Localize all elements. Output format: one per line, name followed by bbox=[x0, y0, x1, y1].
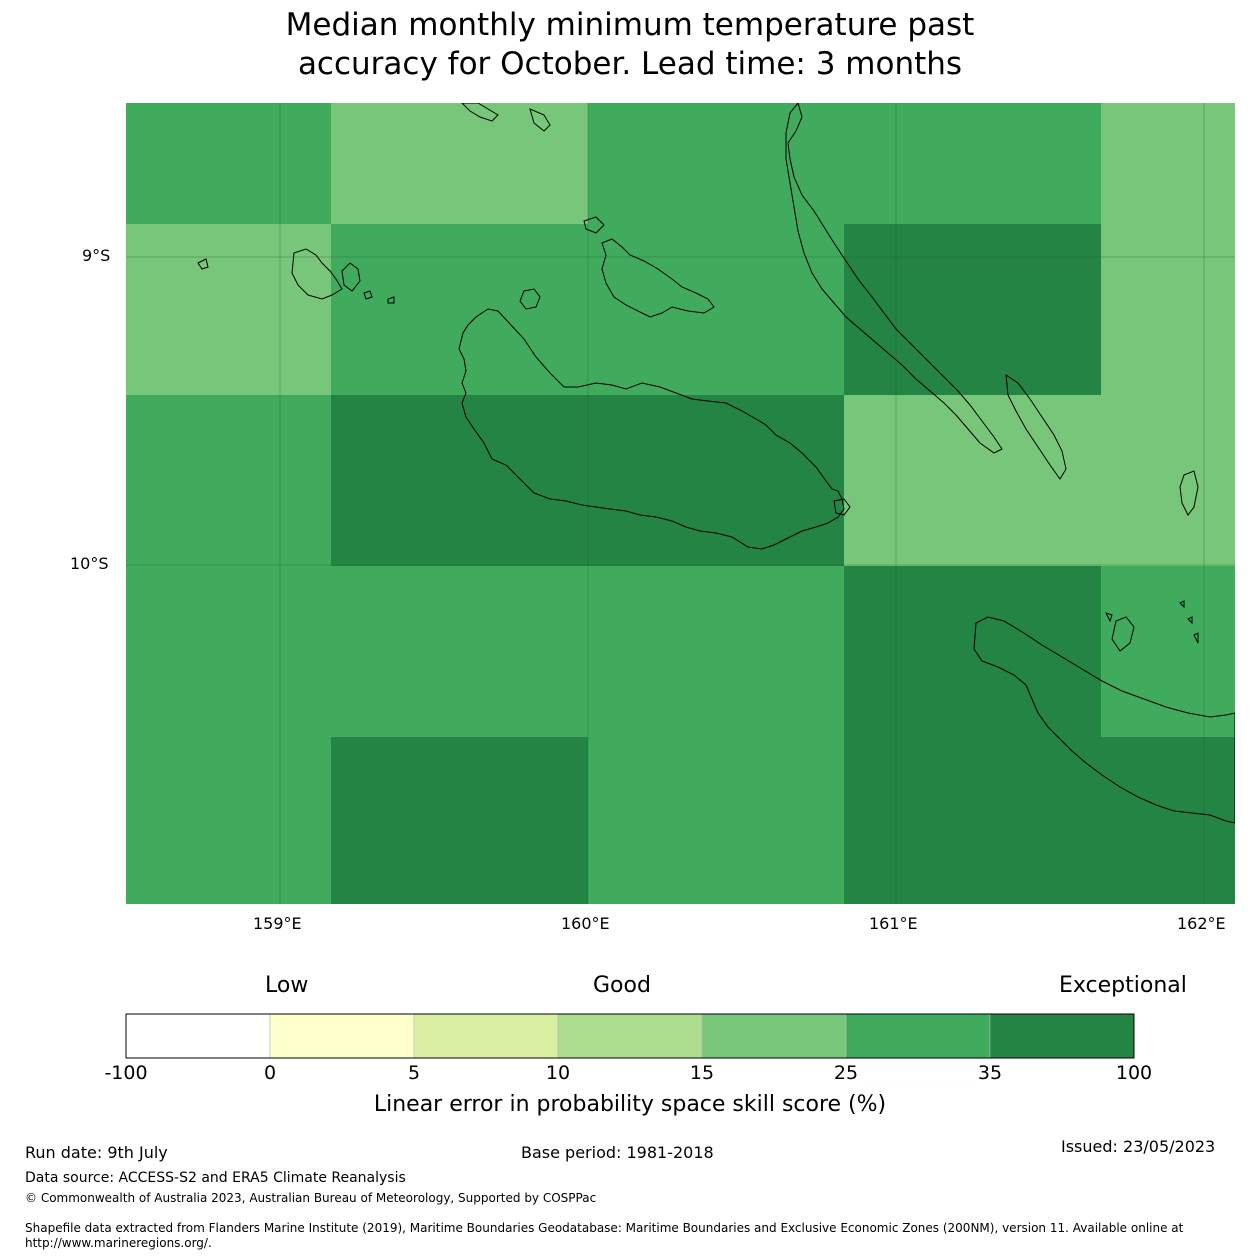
lon-label-161e: 161°E bbox=[869, 914, 918, 933]
coastline-russell-3 bbox=[197, 258, 209, 270]
coastline-islet bbox=[833, 498, 851, 516]
colorbar-swatch bbox=[989, 1013, 1135, 1059]
colorbar bbox=[125, 1013, 1135, 1059]
map-cell bbox=[1101, 103, 1235, 224]
coastline-ulawa bbox=[1179, 470, 1199, 516]
map-cell bbox=[1101, 566, 1235, 737]
map-cell bbox=[844, 566, 1101, 737]
colorbar-tick: 35 bbox=[977, 1062, 1003, 1084]
colorbar-tick: 5 bbox=[407, 1062, 421, 1084]
coastline-nggela-west bbox=[583, 216, 605, 234]
coastline-russell bbox=[291, 248, 343, 300]
colorbar-swatch bbox=[413, 1013, 559, 1059]
base-period: Base period: 1981-2018 bbox=[521, 1143, 714, 1162]
shapefile-credit-line-1: Shapefile data extracted from Flanders M… bbox=[25, 1221, 1184, 1235]
colorbar-title: Linear error in probability space skill … bbox=[373, 1092, 887, 1117]
colorbar-label-exceptional: Exceptional bbox=[1059, 973, 1187, 998]
colorbar-label-low: Low bbox=[265, 973, 309, 998]
coastline-islet-5 bbox=[1193, 632, 1199, 644]
coastline-islet-2 bbox=[1105, 612, 1113, 623]
lat-label-10s: 10°S bbox=[70, 554, 109, 573]
colorbar-tick: 15 bbox=[689, 1062, 715, 1084]
map-cell bbox=[331, 737, 588, 904]
map-cell bbox=[126, 224, 331, 395]
map-svg bbox=[126, 103, 1235, 904]
map-gridlines bbox=[126, 103, 1235, 904]
colorbar-label-good: Good bbox=[593, 973, 651, 998]
coastlines bbox=[197, 103, 1235, 824]
coastline-russell-5 bbox=[387, 296, 395, 304]
data-source: Data source: ACCESS-S2 and ERA5 Climate … bbox=[25, 1170, 406, 1186]
colorbar-frame bbox=[125, 1013, 1135, 1059]
colorbar-swatch bbox=[125, 1013, 271, 1059]
coastline-russell-4 bbox=[363, 290, 373, 300]
coastline-small-malaita bbox=[1005, 373, 1067, 480]
map-cell bbox=[331, 103, 588, 224]
colorbar-swatch bbox=[557, 1013, 703, 1059]
map-cell bbox=[1101, 224, 1235, 395]
coastline-islet-3 bbox=[1179, 600, 1185, 609]
colorbar-swatch bbox=[701, 1013, 847, 1059]
coastline-russell-2 bbox=[341, 262, 361, 292]
lon-label-160e: 160°E bbox=[561, 914, 610, 933]
coastline-islet-4 bbox=[1187, 616, 1193, 625]
map-cell bbox=[588, 103, 1101, 224]
title-line-1: Median monthly minimum temperature past bbox=[285, 7, 975, 43]
map-cell bbox=[126, 103, 331, 224]
issued-date: Issued: 23/05/2023 bbox=[1061, 1137, 1216, 1156]
chart-title: Median monthly minimum temperature past … bbox=[0, 6, 1260, 84]
coastline-isabel bbox=[461, 103, 499, 122]
map-cell bbox=[331, 224, 844, 395]
colorbar-tick: -100 bbox=[104, 1062, 148, 1084]
lat-label-9s: 9°S bbox=[82, 246, 111, 265]
colorbar-tick: 10 bbox=[545, 1062, 571, 1084]
map-cell bbox=[844, 224, 1101, 395]
colorbar-swatch bbox=[269, 1013, 415, 1059]
run-date: Run date: 9th July bbox=[25, 1143, 168, 1162]
map-cell bbox=[126, 737, 331, 904]
lon-label-162e: 162°E bbox=[1177, 914, 1226, 933]
colorbar-tick: 100 bbox=[1115, 1062, 1153, 1084]
coastline-nggela bbox=[601, 238, 715, 318]
map-cell bbox=[331, 395, 844, 566]
coastline-makira bbox=[973, 616, 1235, 824]
coastline-savo bbox=[519, 288, 541, 310]
map-cell bbox=[844, 395, 1235, 566]
coastline-isabel-2 bbox=[529, 108, 551, 132]
map-cell bbox=[844, 737, 1235, 904]
map-cell bbox=[126, 395, 331, 566]
lon-label-159e: 159°E bbox=[253, 914, 302, 933]
map-cell bbox=[588, 737, 844, 904]
colorbar-swatch bbox=[845, 1013, 991, 1059]
skill-map[interactable] bbox=[126, 103, 1235, 904]
title-line-2: accuracy for October. Lead time: 3 month… bbox=[297, 46, 963, 82]
coastline-guadalcanal bbox=[458, 308, 845, 550]
colorbar-tick: 25 bbox=[833, 1062, 859, 1084]
coastline-malaita bbox=[785, 103, 1003, 454]
shapefile-credit-line-2: http://www.marineregions.org/. bbox=[25, 1236, 212, 1250]
copyright: © Commonwealth of Australia 2023, Austra… bbox=[25, 1191, 597, 1205]
coastline-ugi bbox=[1111, 616, 1135, 652]
colorbar-tick: 0 bbox=[263, 1062, 277, 1084]
map-cell bbox=[126, 566, 844, 737]
